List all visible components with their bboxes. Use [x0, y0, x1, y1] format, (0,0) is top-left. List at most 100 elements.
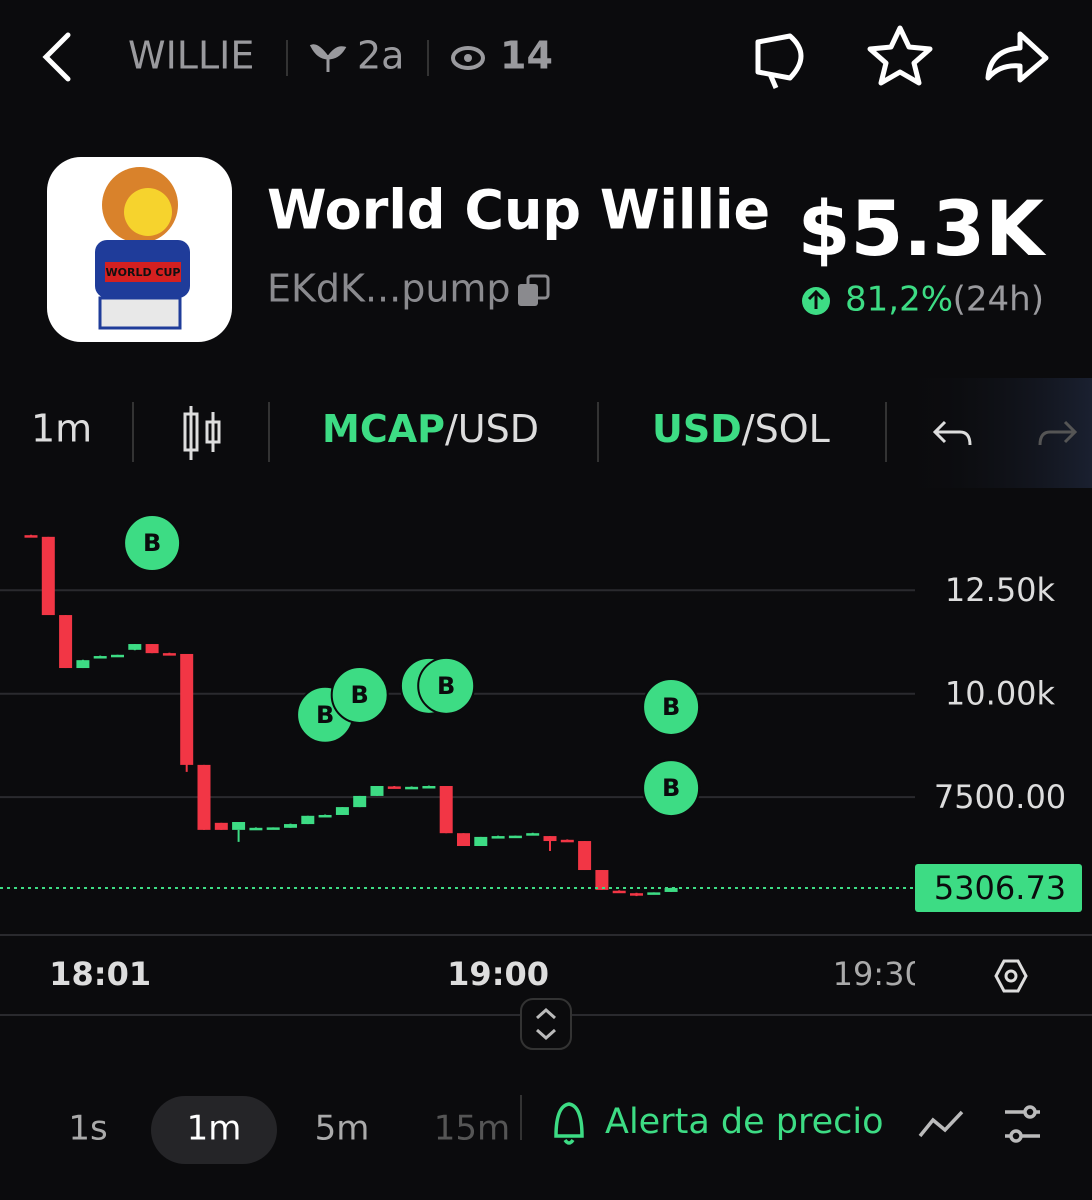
timeframe-button[interactable]: 1m: [187, 1109, 242, 1149]
candle-body: [439, 785, 453, 834]
candle-body: [630, 893, 643, 896]
candle-body: [41, 536, 55, 616]
candle-body: [474, 836, 488, 847]
candle-body: [353, 795, 367, 808]
candle-body: [197, 764, 211, 830]
last-price-label: 5306.73: [934, 869, 1066, 907]
candle-body: [162, 653, 176, 656]
candle-body: [457, 833, 470, 847]
candle-body: [595, 870, 609, 890]
trade-marker: [417, 656, 476, 715]
mcap-toggle[interactable]: MCAP/USD: [322, 407, 539, 451]
change-period: (24h): [953, 280, 1044, 320]
candle-body: [214, 822, 228, 830]
trade-marker-label: B: [316, 701, 334, 729]
usd-unit: /SOL: [742, 407, 830, 451]
y-tick-label: 10.00k: [945, 675, 1056, 713]
ticker: WILLIE: [128, 34, 254, 78]
candle-body: [93, 656, 107, 659]
candle-body: [543, 836, 557, 842]
trade-marker: [642, 677, 701, 736]
timeframe-selected-bg: [151, 1096, 277, 1164]
token-price: $5.3K: [798, 184, 1048, 273]
candle-body: [24, 535, 38, 538]
timeframe-button[interactable]: 15m: [434, 1109, 510, 1149]
candle-body: [318, 814, 332, 818]
price-alert-button[interactable]: Alerta de precio: [605, 1102, 884, 1142]
timeframes: 1s 1m 5m 15m: [68, 1109, 510, 1149]
logo-face: [124, 188, 172, 236]
last-price-box: [915, 863, 1082, 912]
trade-marker-label: B: [143, 529, 161, 557]
mcap: MCAP: [322, 407, 445, 451]
adjust-button[interactable]: [1005, 1105, 1040, 1143]
y-tick-label: 7500.00: [934, 778, 1066, 816]
redo-button[interactable]: [1038, 420, 1078, 446]
expand-button[interactable]: [520, 998, 572, 1050]
candle-body: [59, 615, 73, 669]
sprout-icon: [309, 44, 347, 72]
copy-button-back: [526, 274, 550, 300]
eye-icon: [451, 46, 485, 70]
candle-body: [508, 835, 522, 839]
back-button[interactable]: [42, 32, 71, 82]
logo-banner: [105, 262, 181, 282]
candle-body: [232, 822, 246, 830]
candle-body: [249, 827, 263, 831]
eye-pupil: [464, 54, 472, 62]
candle-body: [578, 841, 592, 871]
interval[interactable]: 1m: [31, 407, 92, 451]
trade-marker-label: B: [351, 681, 369, 709]
candle-body: [560, 839, 574, 843]
candle-body: [405, 786, 419, 790]
candle-type-button[interactable]: [183, 406, 221, 460]
expand-icon: [536, 1007, 556, 1041]
timeframe-button[interactable]: 5m: [315, 1109, 370, 1149]
candle-body: [612, 890, 626, 894]
logo-legs: [98, 296, 182, 330]
candle-body: [145, 644, 159, 654]
candle-body: [128, 644, 142, 650]
age: 2a: [357, 34, 404, 78]
candle-body: [180, 653, 194, 765]
trade-marker: [123, 514, 182, 573]
candle-body: [526, 833, 540, 836]
candle-body: [301, 815, 315, 825]
candle-body: [284, 824, 297, 828]
y-tick-label: 12.50k: [945, 571, 1056, 609]
bell-icon: [554, 1102, 584, 1145]
announce-button[interactable]: [755, 33, 804, 89]
trade-marker: [330, 665, 389, 724]
favorite-button[interactable]: [867, 25, 933, 86]
candle-body: [387, 786, 401, 789]
chart-settings-button[interactable]: [994, 959, 1028, 993]
chart-settings-dot: [1004, 969, 1018, 983]
candle-body: [335, 807, 349, 815]
candle-body: [491, 836, 505, 839]
mcap-unit: /USD: [445, 407, 539, 451]
views: 14: [500, 34, 553, 78]
candle-body: [422, 785, 436, 789]
indicator-button[interactable]: [918, 1110, 964, 1138]
trade-marker-label: B: [662, 693, 680, 721]
share-button[interactable]: [985, 31, 1049, 83]
candle-body: [266, 827, 280, 830]
undo-button[interactable]: [932, 420, 972, 446]
usd-toggle[interactable]: USD/SOL: [652, 407, 830, 451]
candle-body: [664, 887, 678, 892]
x-tick-label: 19:30: [833, 955, 925, 993]
trade-marker-label: B: [662, 774, 680, 802]
token-name: World Cup Willie: [267, 179, 770, 242]
timeframe-button[interactable]: 1s: [68, 1109, 107, 1149]
change-arrow: [807, 289, 825, 309]
trade-marker: [642, 759, 701, 818]
candle-body: [370, 785, 384, 796]
x-tick-label: 19:00: [447, 955, 549, 993]
x-tick-label: 18:01: [49, 955, 151, 993]
logo-text: WORLD CUP: [106, 266, 181, 279]
token-address: EKdK...pump: [267, 267, 511, 311]
candle-body: [647, 892, 661, 895]
